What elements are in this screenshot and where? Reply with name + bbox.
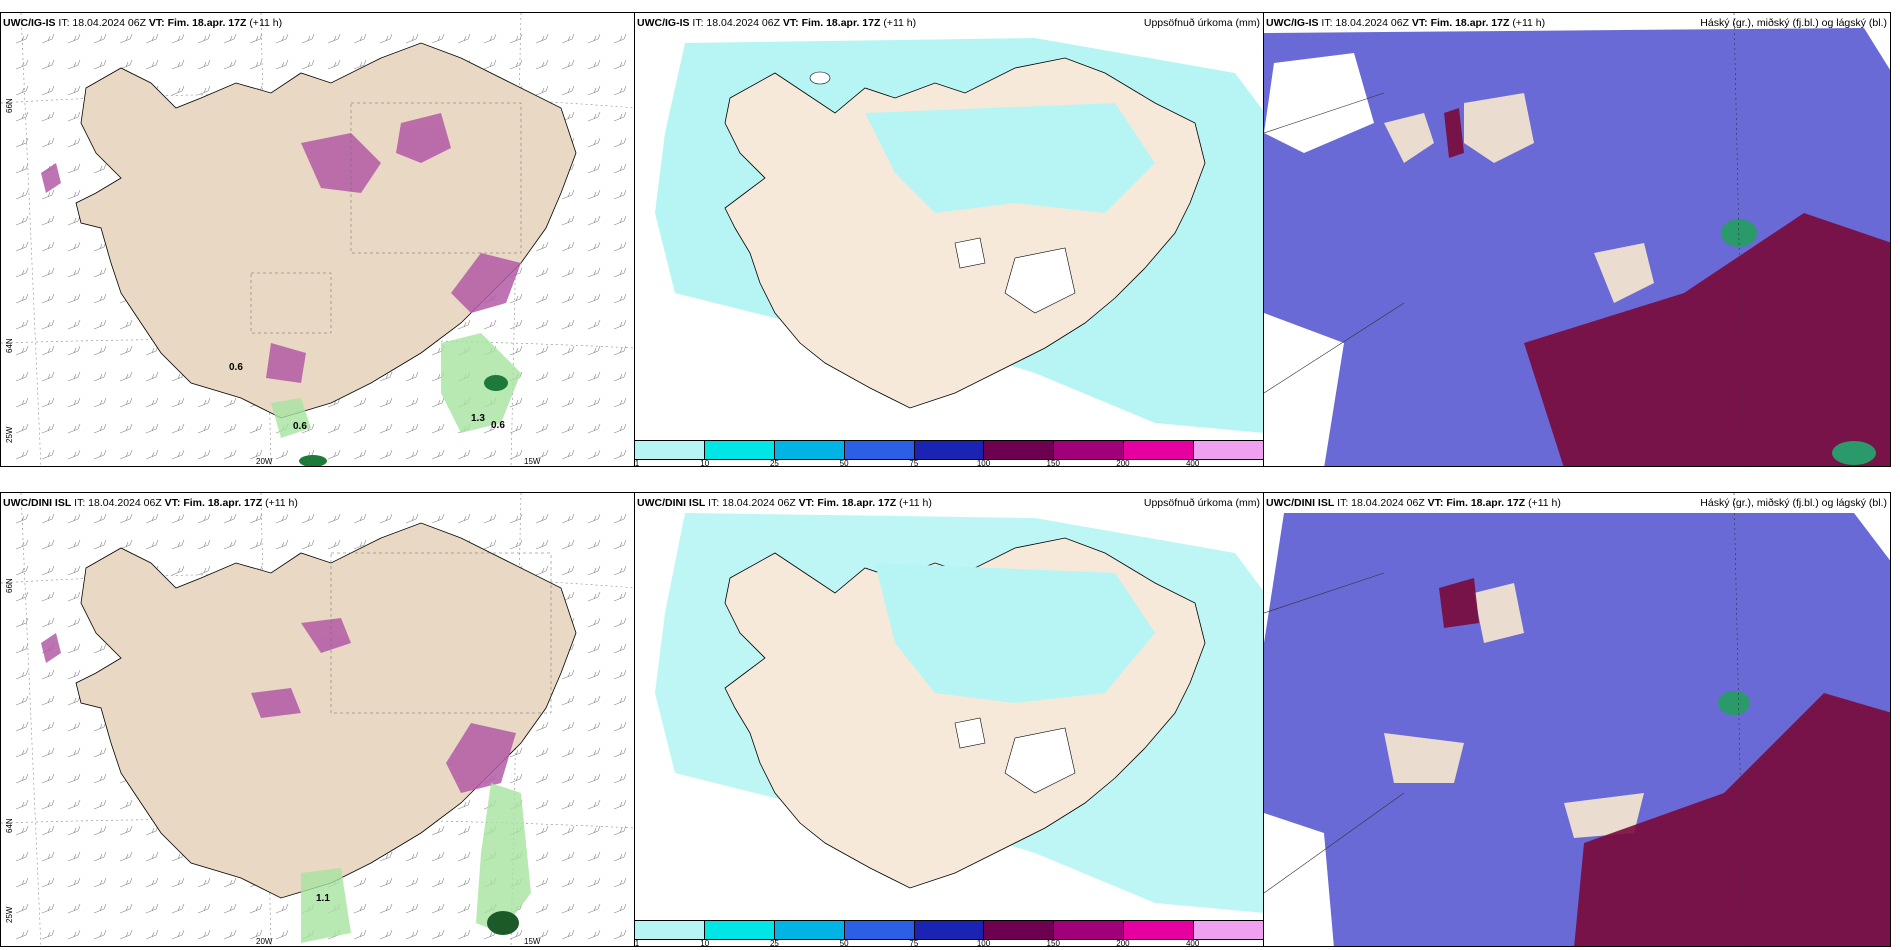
precip-value: 1.3 — [471, 413, 485, 424]
colorbar-tick: 400 — [1185, 459, 1200, 467]
colorbar-swatch — [704, 921, 775, 939]
map-wind-precip-bottom — [1, 493, 634, 946]
lon-label-15w: 15W — [524, 457, 541, 466]
lon-label-20w: 20W — [256, 457, 273, 466]
precip-value: 1.1 — [316, 893, 330, 904]
colorbar-tick: 25 — [769, 459, 779, 467]
colorbar-swatch — [1194, 441, 1263, 459]
map-clouds-bottom — [1264, 493, 1890, 946]
colorbar-swatch — [1194, 921, 1263, 939]
colorbar-swatch — [844, 441, 915, 459]
lat-label-64n: 64N — [5, 818, 14, 833]
panel-title: UWC/DINI ISL IT: 18.04.2024 06Z VT: Fim.… — [3, 497, 298, 509]
colorbar-tick: 1 — [634, 939, 640, 947]
colorbar-swatch — [1054, 441, 1125, 459]
lat-label-66n: 66N — [5, 578, 14, 593]
colorbar-tick: 50 — [839, 939, 849, 947]
colorbar-tick: 200 — [1116, 939, 1130, 947]
precip-value: 0.6 — [491, 420, 505, 431]
colorbar-swatches — [635, 920, 1263, 940]
panel-field-title: Háský (gr.), miðský (fj.bl.) og lágský (… — [1700, 497, 1887, 509]
colorbar-swatch — [635, 441, 705, 459]
colorbar-swatch — [774, 921, 845, 939]
map-accum-precip-bottom — [655, 513, 1263, 913]
lat-label-66n: 66N — [5, 98, 14, 113]
colorbar-swatch — [844, 921, 915, 939]
precip-value: 0.6 — [293, 421, 307, 432]
panel-title: UWC/IG-IS IT: 18.04.2024 06Z VT: Fim. 18… — [3, 17, 283, 29]
colorbar-tick: 10 — [700, 459, 710, 467]
panel-field-title: Uppsöfnuð úrkoma (mm) — [1143, 17, 1260, 29]
colorbar-tick: 150 — [1046, 459, 1060, 467]
panel-field-title: Háský (gr.), miðský (fj.bl.) og lágský (… — [1700, 17, 1887, 29]
lon-label-25w: 25W — [5, 426, 14, 443]
colorbar: 1 10 25 50 75 100 150 200 400 — [635, 920, 1263, 946]
precip-patches — [41, 113, 521, 383]
lon-label-15w: 15W — [524, 937, 541, 946]
colorbar-swatch — [984, 921, 1055, 939]
panel-top-middle: UWC/IG-IS IT: 18.04.2024 06Z VT: Fim. 18… — [634, 12, 1264, 467]
colorbar-tick: 10 — [700, 939, 710, 947]
colorbar-swatch — [1124, 921, 1195, 939]
panel-bottom-right: UWC/DINI ISL IT: 18.04.2024 06Z VT: Fim.… — [1263, 492, 1891, 947]
colorbar-tick: 50 — [839, 459, 849, 467]
map-clouds-top — [1264, 13, 1890, 466]
colorbar-tick: 150 — [1046, 939, 1060, 947]
panel-top-right: UWC/IG-IS IT: 18.04.2024 06Z VT: Fim. 18… — [1263, 12, 1891, 467]
panel-title: UWC/IG-IS IT: 18.04.2024 06Z VT: Fim. 18… — [637, 17, 917, 29]
lon-label-25w: 25W — [5, 906, 14, 923]
lat-label-64n: 64N — [5, 338, 14, 353]
colorbar-tick: 100 — [976, 939, 991, 947]
colorbar-tick: 400 — [1185, 939, 1200, 947]
colorbar-swatch — [704, 441, 775, 459]
precip-value: 0.6 — [229, 362, 243, 373]
colorbar-tick: 25 — [769, 939, 779, 947]
colorbar-swatch — [914, 921, 985, 939]
panel-top-left: UWC/IG-IS IT: 18.04.2024 06Z VT: Fim. 18… — [0, 12, 635, 467]
map-wind-precip-top — [1, 13, 634, 466]
panel-field-title: Uppsöfnuð úrkoma (mm) — [1143, 497, 1260, 509]
colorbar-swatch — [774, 441, 845, 459]
panel-title: UWC/IG-IS IT: 18.04.2024 06Z VT: Fim. 18… — [1266, 17, 1546, 29]
colorbar-swatch — [984, 441, 1055, 459]
colorbar-tick: 200 — [1116, 459, 1130, 467]
colorbar-swatch — [1054, 921, 1125, 939]
colorbar-swatch — [635, 921, 705, 939]
colorbar-swatch — [914, 441, 985, 459]
colorbar-swatches — [635, 440, 1263, 460]
colorbar-tick: 1 — [634, 459, 640, 467]
colorbar-swatch — [1124, 441, 1195, 459]
panel-bottom-left: UWC/DINI ISL IT: 18.04.2024 06Z VT: Fim.… — [0, 492, 635, 947]
lon-label-20w: 20W — [256, 937, 273, 946]
panel-title: UWC/DINI ISL IT: 18.04.2024 06Z VT: Fim.… — [1266, 497, 1561, 509]
panel-bottom-middle: UWC/DINI ISL IT: 18.04.2024 06Z VT: Fim.… — [634, 492, 1264, 947]
colorbar-tick: 100 — [976, 459, 991, 467]
colorbar: 1 10 25 50 75 100 150 200 400 — [635, 440, 1263, 466]
map-accum-precip-top — [655, 38, 1263, 433]
panel-title: UWC/DINI ISL IT: 18.04.2024 06Z VT: Fim.… — [637, 497, 932, 509]
colorbar-tick: 75 — [909, 459, 919, 467]
colorbar-tick: 75 — [909, 939, 919, 947]
